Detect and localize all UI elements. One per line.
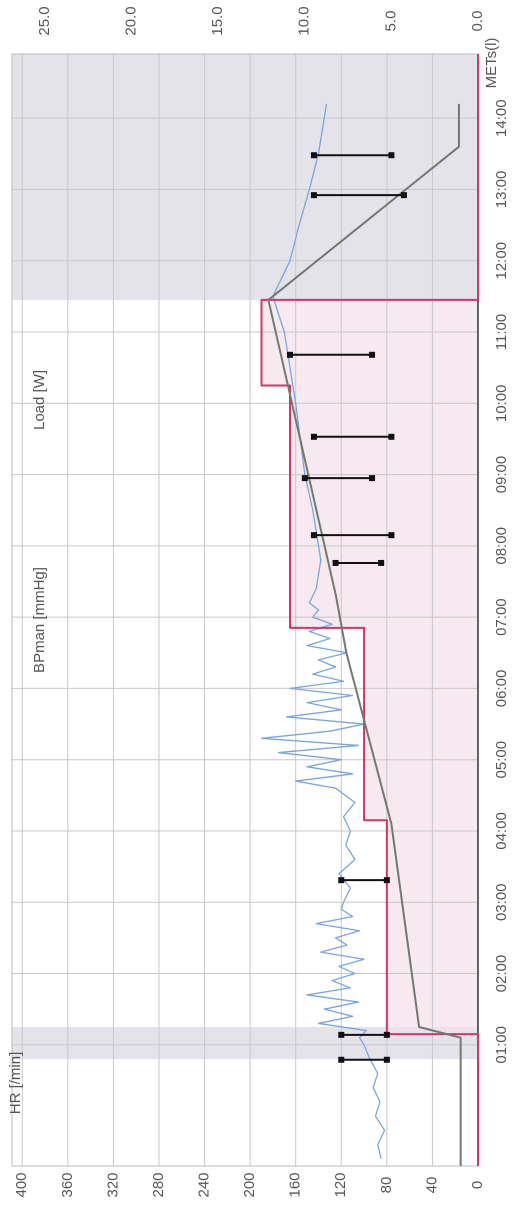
series-line — [260, 103, 386, 1160]
legend-label: Load [W] — [31, 370, 48, 430]
y-tick-label: 80 — [378, 1177, 395, 1194]
bp-systolic — [310, 192, 317, 199]
phase-band — [12, 54, 478, 300]
y-tick-label: 240 — [196, 1172, 213, 1197]
y-tick-label: 0 — [469, 1181, 486, 1189]
y-tick-label: 200 — [241, 1172, 258, 1197]
bp-systolic — [338, 1031, 345, 1038]
series-line — [267, 103, 462, 1166]
x-tick-label: 03:00 — [493, 883, 510, 921]
x-tick-label: 01:00 — [493, 1026, 510, 1064]
y-tick-label: 40 — [423, 1177, 440, 1194]
x-tick-label: 04:00 — [493, 812, 510, 850]
x-tick-label: 05:00 — [493, 741, 510, 779]
y2-tick-label: 10.0 — [296, 6, 313, 35]
bp-diastolic — [388, 152, 395, 159]
bp-systolic — [310, 532, 317, 539]
x-tick-label: 12:00 — [493, 242, 510, 280]
y-tick-label: 320 — [104, 1172, 121, 1197]
bp-systolic — [332, 559, 339, 566]
bp-diastolic — [369, 475, 376, 482]
bp-systolic — [310, 433, 317, 440]
rotated-chart: 01:00 02:00 03:00 04:00 05:00 06:00 07:00 08:00… — [7, 6, 510, 1197]
y2-tick-label: 5.0 — [382, 11, 399, 32]
bp-diastolic — [378, 559, 385, 566]
bp-diastolic — [369, 351, 376, 358]
bp-diastolic — [388, 433, 395, 440]
y-tick-label: 160 — [287, 1172, 304, 1197]
x-tick-label: 08:00 — [493, 527, 510, 565]
legend-label: METs(l) — [483, 38, 500, 89]
y2-tick-label: 20.0 — [123, 6, 140, 35]
y-tick-label: 360 — [59, 1172, 76, 1197]
bp-systolic — [301, 475, 308, 482]
x-tick-label: 11:00 — [493, 314, 510, 350]
y-tick-label: 280 — [150, 1172, 167, 1197]
bp-diastolic — [383, 877, 390, 884]
bp-diastolic — [383, 1031, 390, 1038]
bp-systolic — [338, 877, 345, 884]
y2-tick-label: 0.0 — [469, 11, 486, 32]
x-tick-label: 10:00 — [493, 385, 510, 423]
series-line — [260, 54, 479, 1166]
x-tick-label: 14:00 — [493, 99, 510, 137]
y-tick-label: 120 — [332, 1172, 349, 1197]
bp-diastolic — [388, 532, 395, 539]
y-tick-label: 400 — [13, 1172, 30, 1197]
x-tick-label: 13:00 — [493, 171, 510, 209]
bp-systolic — [338, 1056, 345, 1063]
x-tick-label: 07:00 — [493, 598, 510, 636]
bp-systolic — [287, 351, 294, 358]
y2-tick-label: 25.0 — [36, 6, 53, 35]
x-tick-label: 06:00 — [493, 670, 510, 708]
bp-diastolic — [383, 1056, 390, 1063]
x-tick-label: 02:00 — [493, 955, 510, 993]
x-tick-label: 09:00 — [493, 456, 510, 494]
legend-label: BPman [mmHg] — [31, 567, 48, 673]
bp-systolic — [310, 152, 317, 159]
bp-diastolic — [400, 192, 407, 199]
y2-tick-label: 15.0 — [209, 6, 226, 35]
legend-label: HR [/min] — [7, 1052, 24, 1115]
